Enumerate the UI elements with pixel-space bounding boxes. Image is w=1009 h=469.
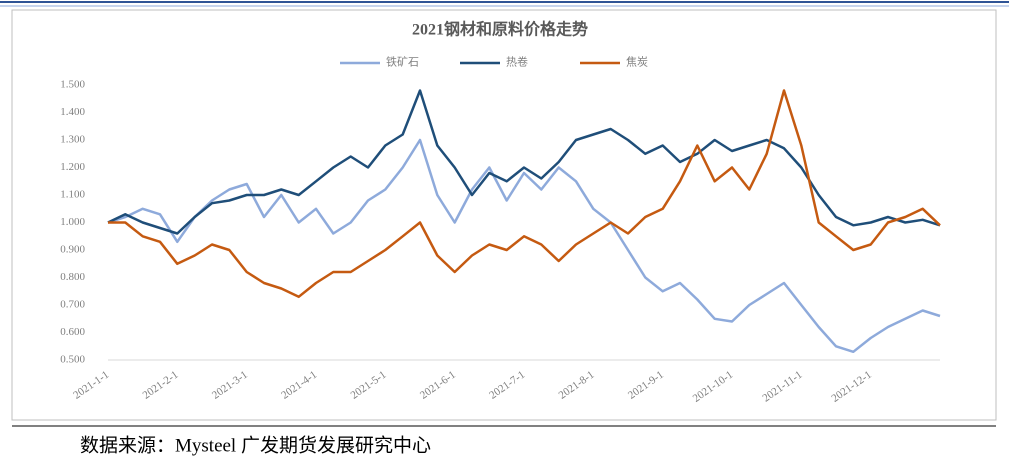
- y-tick-label: 1.100: [60, 189, 85, 201]
- y-tick-label: 1.500: [60, 79, 85, 91]
- legend-label: 焦炭: [626, 56, 648, 69]
- y-tick-label: 0.700: [60, 299, 85, 311]
- series-line: [107, 138, 941, 354]
- y-tick-label: 1.000: [60, 216, 85, 228]
- legend-label: 热卷: [506, 55, 528, 69]
- y-tick-label: 1.400: [60, 106, 85, 118]
- chart-title: 2021钢材和原料价格走势: [412, 20, 588, 39]
- y-tick-label: 0.900: [60, 244, 85, 256]
- series-line: [108, 89, 941, 299]
- source: 数据来源：Mysteel 广发期货发展研究中心: [80, 434, 431, 456]
- legend-label: 铁矿石: [386, 56, 419, 69]
- y-tick-label: 0.600: [60, 326, 85, 338]
- series-line: [107, 89, 941, 235]
- chart-frame: [11, 9, 997, 421]
- y-tick-label: 0.800: [60, 271, 85, 283]
- y-tick-label: 0.500: [60, 354, 85, 366]
- y-tick-label: 1.300: [60, 134, 85, 146]
- legend: 铁矿石 热卷 焦炭: [340, 55, 648, 69]
- y-tick-label: 1.200: [60, 161, 85, 173]
